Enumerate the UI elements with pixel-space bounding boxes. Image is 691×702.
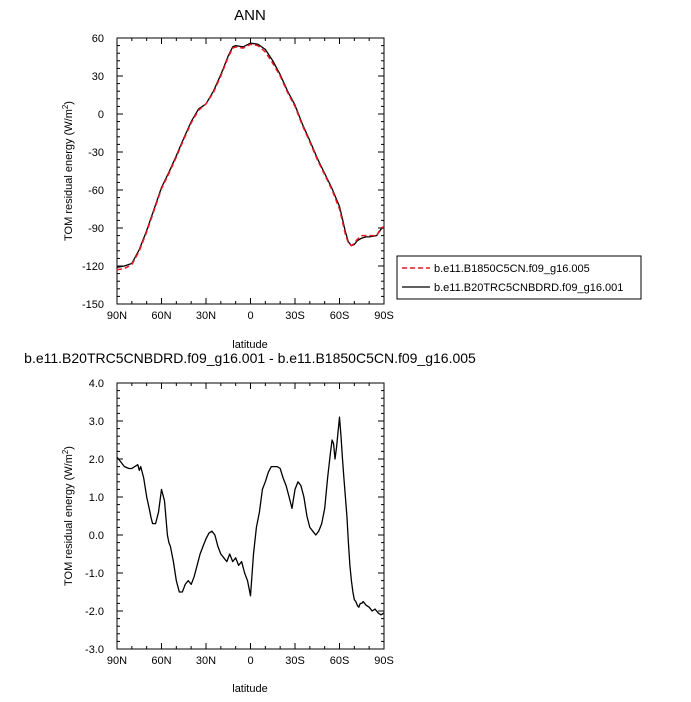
bottom-panel-y-axis-label-main: TOM residual energy (W/m <box>63 454 75 586</box>
top-panel: ANN 90N 60N 30N 0 30S 60S 90S -150 -120 -90 -60 -30… <box>61 7 394 351</box>
top-panel-y-axis-label-sup: 2 <box>61 104 70 109</box>
bottom-panel-x-tick-label: 0 <box>247 655 253 667</box>
top-panel-y-axis-label-close: ) <box>63 101 75 105</box>
bottom-panel-y-axis-label-close: ) <box>63 446 75 450</box>
legend-entry-1: b.e11.B20TRC5CNBDRD.f09_g16.001 <box>434 282 623 294</box>
bottom-panel-ticks: 90N 60N 30N 0 30S 60S 90S -3.0 -2.0 -1.0 0.0 1.0 2.0… <box>85 378 394 667</box>
bottom-panel-y-axis-label-sup: 2 <box>61 449 70 454</box>
top-panel-y-tick-label: -30 <box>88 147 104 159</box>
top-panel-series <box>116 42 385 271</box>
legend: b.e11.B1850C5CN.f09_g16.005 b.e11.B20TRC… <box>396 255 642 300</box>
bottom-panel-series <box>116 416 385 616</box>
top-panel-title: ANN <box>234 7 266 24</box>
top-panel-x-axis-label: latitude <box>232 339 267 351</box>
bottom-panel-y-tick-label: -2.0 <box>85 606 104 618</box>
bottom-panel: b.e11.B20TRC5CNBDRD.f09_g16.001 - b.e11.… <box>24 350 476 695</box>
bottom-panel-y-tick-label: 4.0 <box>89 378 104 390</box>
top-panel-y-tick-label: 30 <box>92 71 104 83</box>
bottom-panel-x-tick-label: 30N <box>196 655 216 667</box>
top-panel-frame <box>116 37 385 305</box>
top-panel-y-tick-label: -120 <box>82 261 104 273</box>
bottom-panel-series-line-0 <box>116 416 385 616</box>
top-panel-x-tick-label: 90N <box>107 310 127 322</box>
top-panel-series-line-1 <box>116 42 385 268</box>
bottom-panel-x-tick-label: 90S <box>374 655 394 667</box>
top-panel-x-tick-label: 30S <box>285 310 305 322</box>
bottom-panel-y-tick-label: 2.0 <box>89 454 104 466</box>
bottom-panel-x-tick-label: 60S <box>330 655 350 667</box>
top-panel-y-axis-label-main: TOM residual energy (W/m <box>63 109 75 241</box>
bottom-panel-x-tick-label: 90N <box>107 655 127 667</box>
bottom-panel-y-tick-label: 1.0 <box>89 492 104 504</box>
bottom-panel-y-axis-label: TOM residual energy (W/m2) <box>61 446 75 586</box>
top-panel-y-tick-label: 60 <box>92 33 104 45</box>
legend-box <box>396 255 642 300</box>
legend-entry-0: b.e11.B1850C5CN.f09_g16.005 <box>434 263 590 275</box>
top-panel-x-tick-label: 0 <box>247 310 253 322</box>
bottom-panel-y-tick-label: -1.0 <box>85 568 104 580</box>
top-panel-x-tick-label: 30N <box>196 310 216 322</box>
bottom-panel-x-tick-label: 30S <box>285 655 305 667</box>
bottom-panel-x-axis-label: latitude <box>232 683 267 695</box>
top-panel-y-tick-label: 0 <box>98 109 104 121</box>
bottom-panel-y-tick-label: 0.0 <box>89 530 104 542</box>
top-panel-x-tick-label: 90S <box>374 310 394 322</box>
top-panel-series-line-0 <box>116 43 385 271</box>
top-panel-y-tick-label: -90 <box>88 223 104 235</box>
top-panel-y-tick-label: -150 <box>82 299 104 311</box>
bottom-panel-y-tick-label: 3.0 <box>89 416 104 428</box>
bottom-panel-x-tick-label: 60N <box>151 655 171 667</box>
top-panel-ticks: 90N 60N 30N 0 30S 60S 90S -150 -120 -90 -60 -30 0 30 6… <box>82 33 394 322</box>
bottom-panel-y-tick-label: -3.0 <box>85 644 104 656</box>
top-panel-y-tick-label: -60 <box>88 185 104 197</box>
bottom-panel-title: b.e11.B20TRC5CNBDRD.f09_g16.001 - b.e11.… <box>24 350 476 366</box>
top-panel-x-tick-label: 60N <box>151 310 171 322</box>
top-panel-x-tick-label: 60S <box>330 310 350 322</box>
top-panel-y-axis-label: TOM residual energy (W/m2) <box>61 101 75 241</box>
